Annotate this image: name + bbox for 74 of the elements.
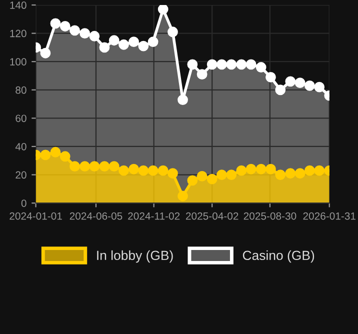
point [108,161,120,172]
point [89,161,100,172]
point [226,170,237,180]
point [294,78,306,88]
x-tick-label: 2024-06-05 [70,212,122,220]
point [275,84,286,96]
x-tick-label: 2025-04-02 [186,212,238,220]
point [99,42,110,53]
point [294,168,306,179]
y-tick-label: 0 [21,200,26,207]
point [266,72,276,82]
point [138,165,149,176]
point [99,161,110,172]
point [70,25,80,36]
point [118,39,129,50]
point [108,35,120,46]
point [256,164,266,174]
legend-label: In lobby (GB) [97,250,173,263]
point [216,170,227,180]
point [178,94,188,106]
point [148,165,158,176]
point [89,30,100,42]
point [80,28,90,39]
y-tick-label: 80 [16,86,26,94]
point [246,164,256,174]
point [128,164,139,174]
point [158,165,168,176]
point [206,174,218,184]
point [50,146,61,158]
point [158,5,168,14]
legend-label: Casino (GB) [242,250,314,263]
point [275,170,286,180]
point [216,59,227,70]
y-tick-label: 20 [16,171,26,179]
point [60,151,70,162]
point [178,190,188,202]
point [236,59,247,70]
point [304,165,315,176]
point [187,175,198,186]
y-tick-label: 100 [10,58,26,66]
y-tick-label: 120 [10,30,26,38]
point [314,82,325,92]
point [80,161,90,172]
point [128,36,139,47]
point [226,59,237,70]
point [60,21,70,32]
point [168,168,178,179]
y-tick-label: 60 [16,114,26,122]
point [285,76,296,87]
point [70,161,80,172]
point [50,18,61,29]
point [118,165,129,176]
point [266,164,276,174]
point [40,150,51,160]
point [246,59,256,70]
x-tick-label: 2024-11-02 [128,212,180,220]
point [285,168,296,179]
point [314,165,325,176]
point [138,40,149,52]
point [236,165,247,176]
point [187,59,198,70]
point [304,80,315,91]
point [168,26,178,38]
point [148,36,158,47]
y-tick-label: 40 [15,142,26,150]
y-tick-label: 140 [10,2,26,9]
point [196,69,208,80]
point [40,48,51,58]
x-tick-label: 2026-01-31 [303,212,356,220]
point [196,170,208,182]
x-tick-label: 2025-08-30 [244,212,296,220]
point [206,59,218,70]
x-tick-label: 2024-01-01 [10,212,62,220]
point [256,62,266,72]
